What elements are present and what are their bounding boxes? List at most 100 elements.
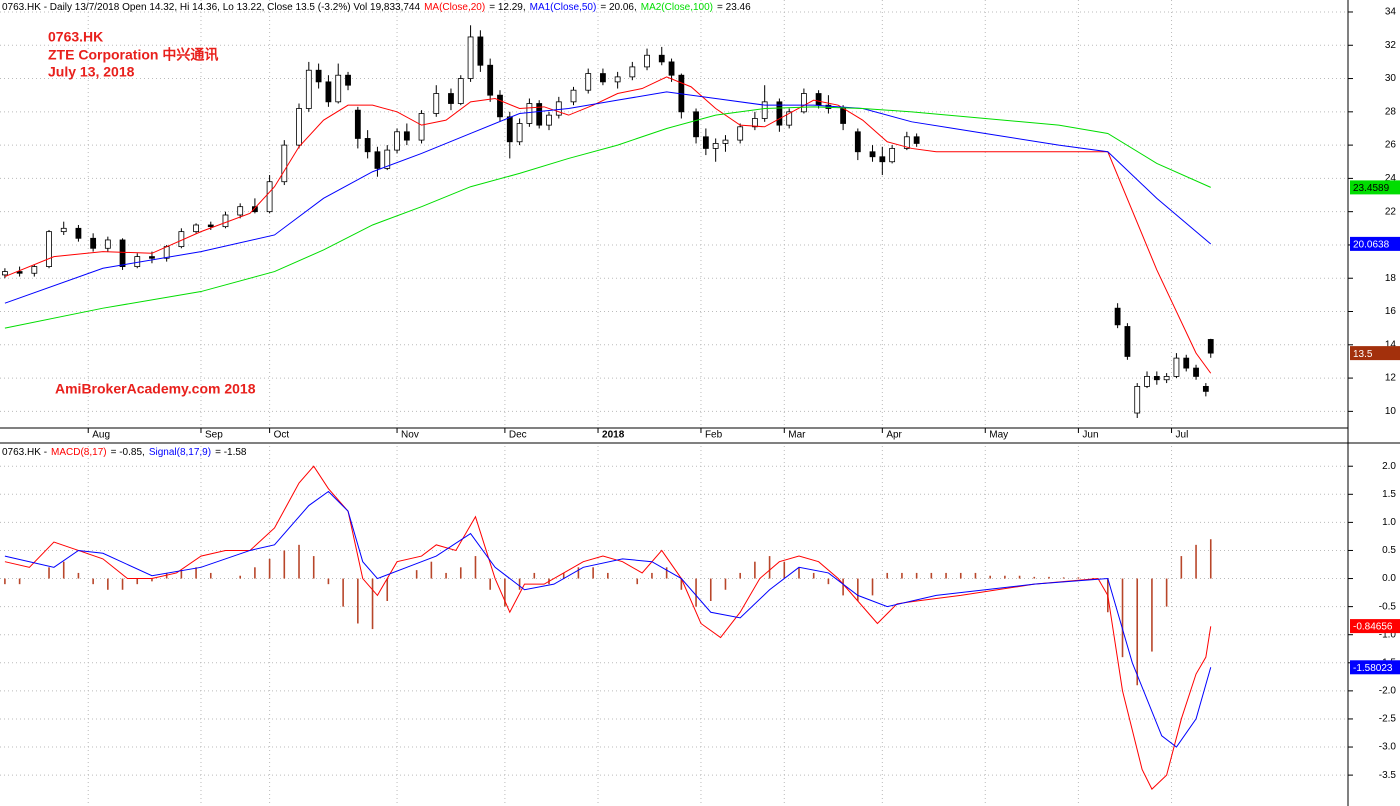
legend: 0763.HK - MACD(8,17) = -0.85, Signal(8,17,9… (2, 447, 247, 458)
candle-body (374, 151, 381, 169)
chart-title: 0763.HK - Daily 13/7/2018 Open 14.32, Hi… (2, 2, 420, 13)
candle-body (1163, 376, 1170, 381)
candle-body (497, 94, 503, 118)
candle-body (266, 181, 273, 213)
candle-body (585, 73, 592, 91)
legend-name: MA2(Close,100) (641, 2, 713, 13)
candle-body (786, 111, 793, 126)
y-tick-label: -3.0 (1379, 742, 1397, 753)
candle-body (776, 101, 783, 126)
candle-body (281, 144, 288, 183)
x-tick-label: Dec (509, 430, 527, 441)
y-tick-label: -1.0 (1379, 629, 1397, 640)
candle-body (506, 116, 513, 143)
y-tick-label: 34 (1385, 7, 1397, 18)
candle-body (163, 246, 170, 259)
candle-body (433, 93, 440, 114)
value-badge-label: -1.58023 (1353, 663, 1393, 674)
x-tick-label: 2018 (602, 430, 625, 441)
line (4, 106, 1211, 329)
y-tick-label: 16 (1385, 306, 1397, 317)
value-badge (1350, 660, 1400, 675)
y-tick-label: 1.5 (1382, 489, 1396, 500)
candle-body (879, 156, 886, 163)
candle-body (418, 113, 425, 141)
x-tick-label: Aug (92, 430, 110, 441)
legend-value: = -0.85, (111, 447, 145, 458)
y-tick-label: -2.5 (1379, 714, 1397, 725)
candle-body (251, 206, 258, 213)
candle-body (526, 103, 533, 124)
candle-body (1202, 385, 1209, 392)
candle-body (487, 64, 494, 96)
y-tick-label: 32 (1385, 40, 1397, 51)
x-tick-label: Jun (1082, 430, 1098, 441)
value-badge (1350, 236, 1400, 251)
y-tick-label: 10 (1385, 406, 1397, 417)
candle-body (629, 66, 636, 78)
candle-body (305, 69, 312, 109)
candle-body (31, 266, 38, 274)
x-tick-label: Sep (205, 430, 223, 441)
candle-body (1173, 357, 1180, 377)
y-tick-label: 0.5 (1382, 545, 1396, 556)
candle-body (815, 93, 822, 106)
candle-body (345, 74, 351, 86)
candle-body (193, 224, 199, 233)
candle-body (1207, 339, 1214, 354)
candle-body (800, 93, 807, 113)
candle-body (913, 136, 920, 144)
candle-body (644, 54, 650, 68)
candle-body (315, 69, 322, 83)
candle-body (658, 54, 665, 63)
line (4, 76, 1212, 374)
candle-body (448, 93, 454, 104)
candle-body (1183, 357, 1190, 369)
candle-body (555, 101, 562, 116)
y-tick-label: -2.0 (1379, 686, 1397, 697)
legend-name: MA(Close,20) (424, 2, 485, 13)
candle-body (869, 151, 876, 158)
x-tick-label: Mar (788, 430, 806, 441)
value-badge-label: 23.4589 (1353, 183, 1390, 194)
candle-body (477, 36, 484, 66)
candle-body (889, 148, 896, 163)
line (4, 490, 1212, 748)
y-tick-label: -0.5 (1379, 601, 1397, 612)
legend-value: = 20.06, (600, 2, 636, 13)
candle-body (693, 111, 699, 138)
legend-name: MA1(Close,50) (530, 2, 597, 13)
close-badge (1350, 346, 1400, 361)
candle-body (222, 214, 229, 228)
legend-name: Signal(8,17,9) (149, 447, 211, 458)
y-tick-label: 28 (1385, 106, 1397, 117)
candle-body (104, 239, 111, 249)
x-tick-label: May (989, 430, 1008, 441)
candle-body (1193, 367, 1199, 377)
annotation: ZTE Corporation 中兴通讯 (48, 47, 218, 63)
y-tick-label: 12 (1385, 373, 1397, 384)
x-tick-label: Nov (401, 430, 419, 441)
value-badge-label: -0.84656 (1353, 622, 1393, 633)
candle-body (467, 36, 474, 79)
legend-value: = -1.58 (215, 447, 247, 458)
candle-body (2, 271, 8, 276)
candle-body (668, 61, 675, 76)
y-tick-label: 24 (1385, 173, 1397, 184)
candle-body (237, 206, 244, 216)
x-tick-label: Oct (274, 430, 290, 441)
candle-body (325, 81, 332, 103)
candle-body (119, 239, 126, 267)
legend-value: = 12.29, (489, 2, 525, 13)
x-tick-label: Jul (1176, 430, 1189, 441)
legend: 0763.HK - Daily 13/7/2018 Open 14.32, Hi… (2, 2, 751, 13)
candle-body (546, 114, 552, 126)
candle-body (840, 108, 847, 124)
candle-body (394, 131, 400, 151)
candle-body (1144, 376, 1150, 387)
candle-body (712, 143, 719, 149)
candle-body (354, 109, 361, 139)
candle-body (364, 138, 371, 153)
candle-body (134, 256, 141, 267)
